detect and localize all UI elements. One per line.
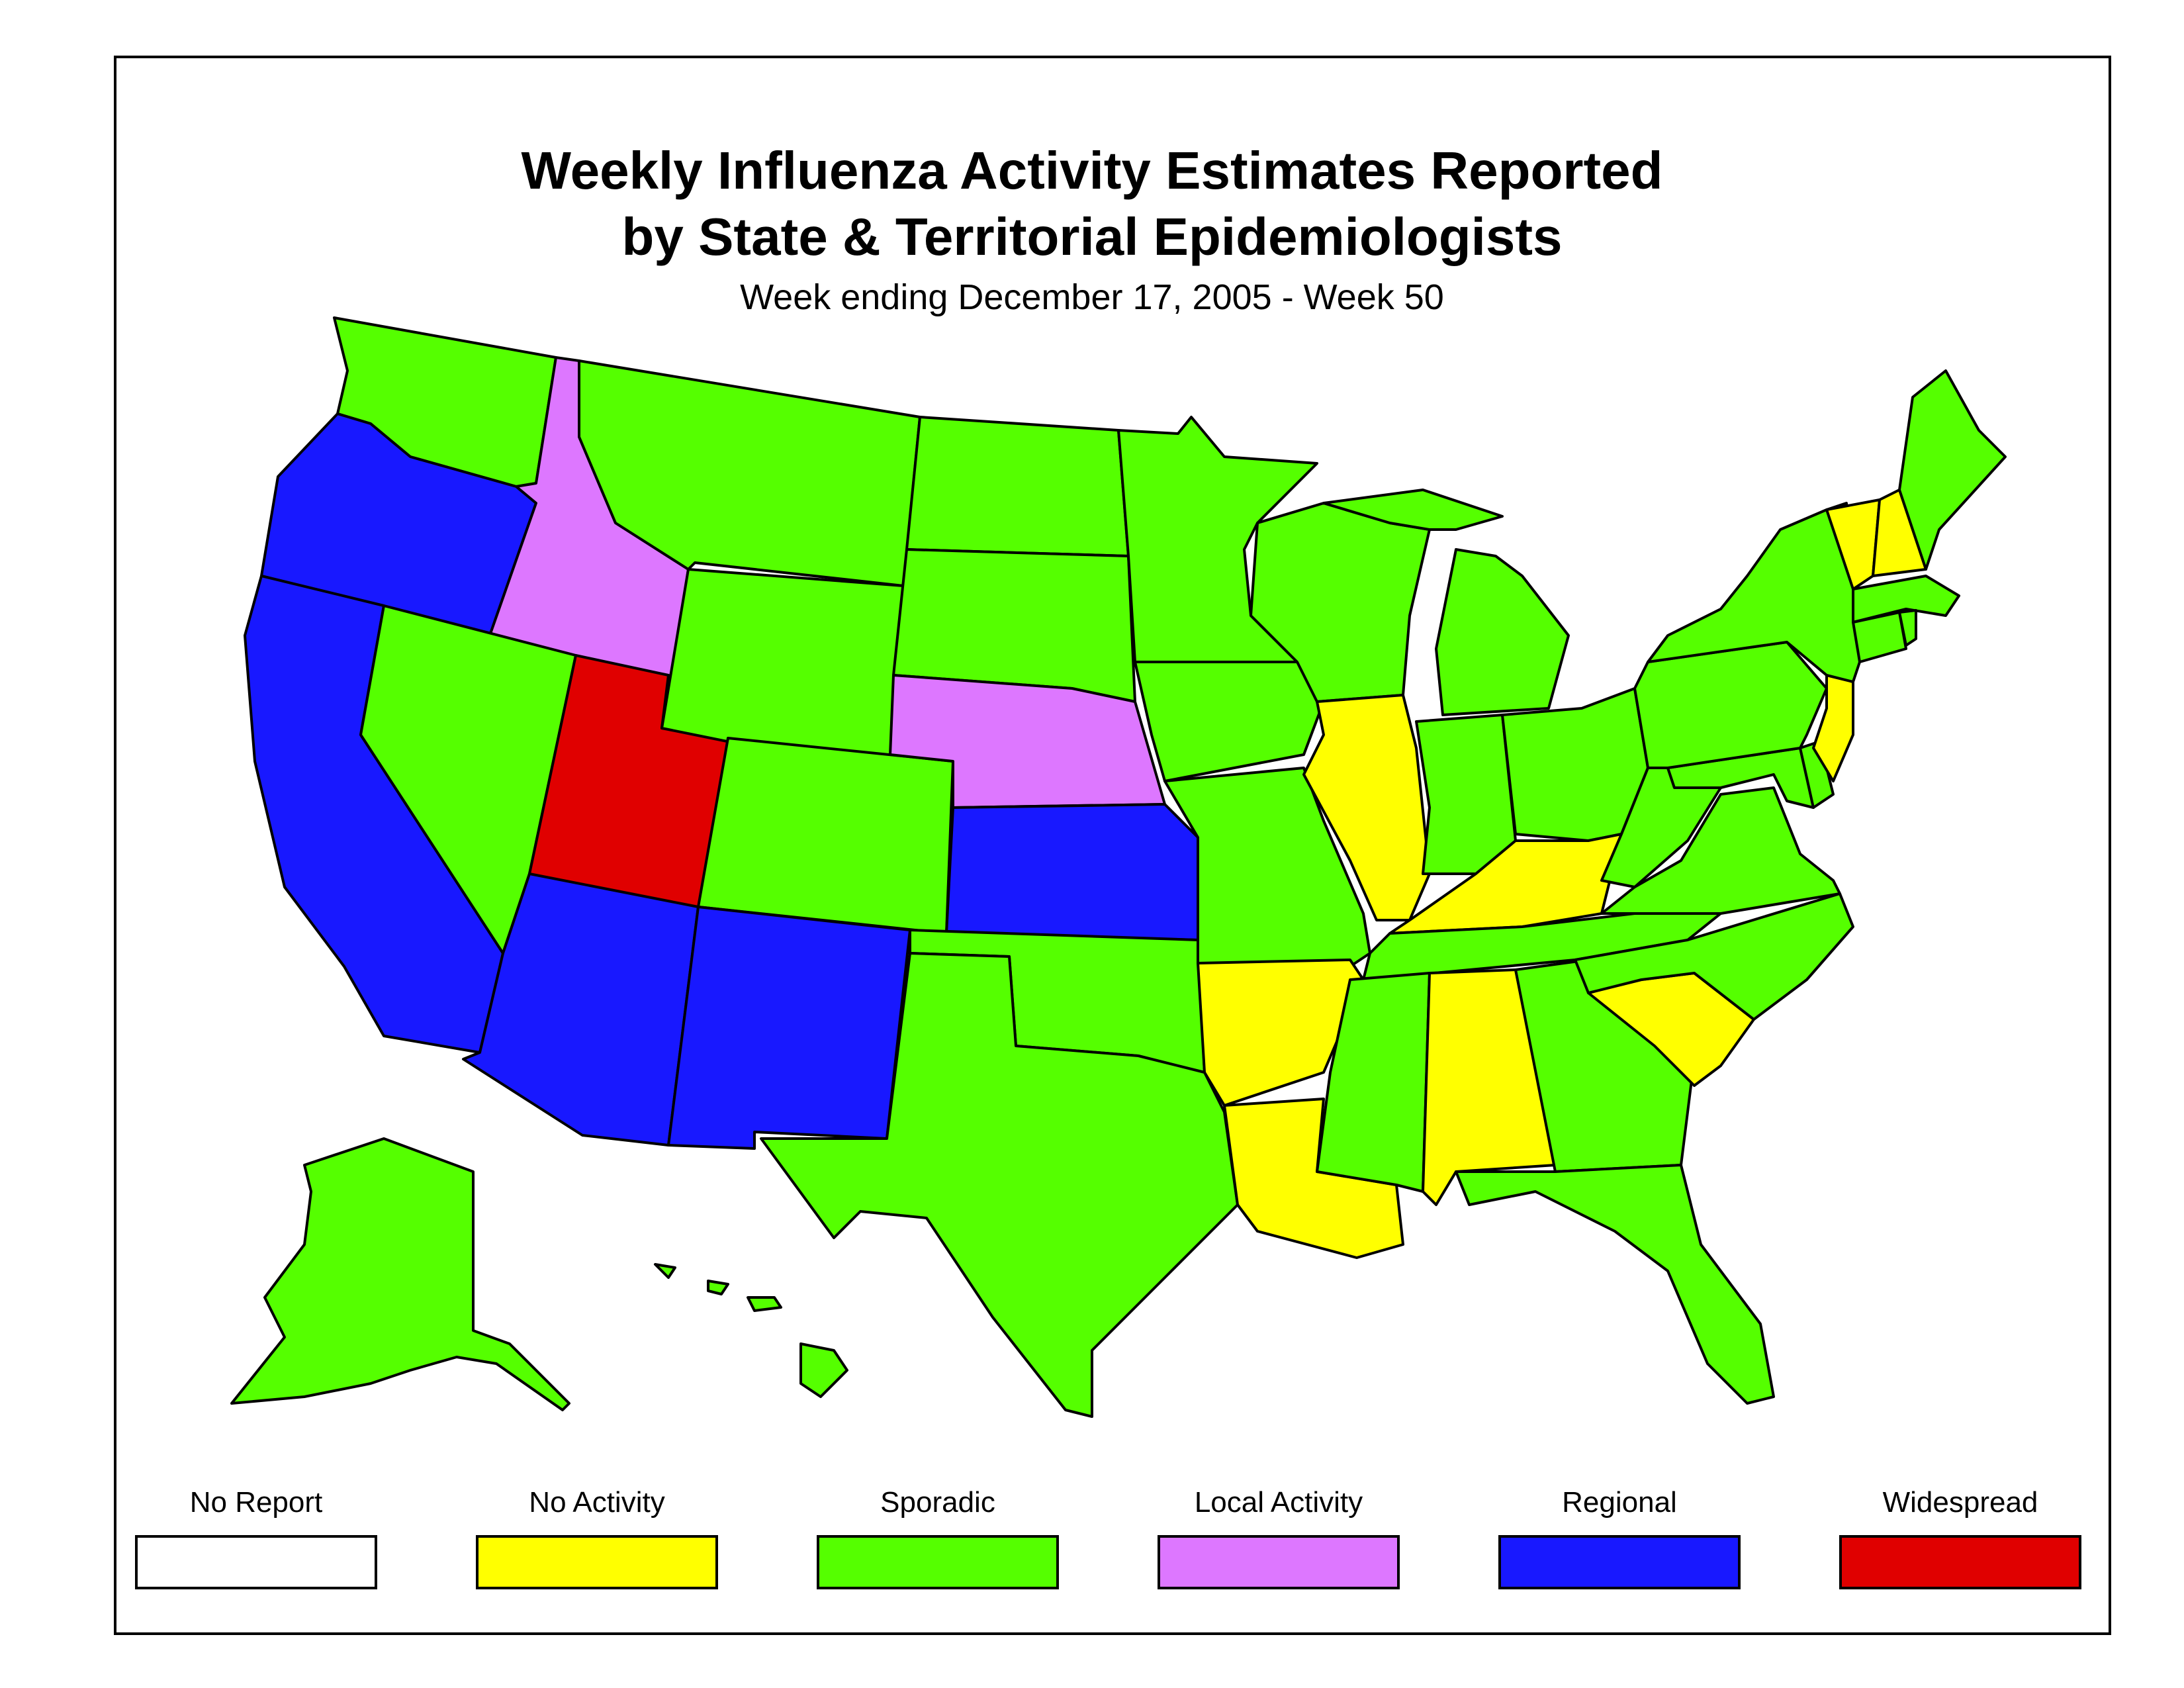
legend-label: No Report — [189, 1486, 323, 1519]
legend-swatch — [1498, 1535, 1741, 1589]
state-minnesota[interactable] — [1117, 416, 1318, 663]
legend-local-activity: Local Activity — [1156, 1486, 1401, 1589]
state-kansas[interactable] — [945, 803, 1199, 941]
state-colorado[interactable] — [697, 737, 954, 935]
state-rhode-island[interactable] — [1898, 609, 1917, 647]
map-frame — [114, 56, 2111, 1635]
state-arkansas[interactable] — [1197, 959, 1365, 1107]
legend-swatch — [1839, 1535, 2081, 1589]
map-title-line1: Weekly Influenza Activity Estimates Repo… — [521, 141, 1663, 200]
state-virginia[interactable] — [1600, 786, 1841, 915]
map-subtitle: Week ending December 17, 2005 - Week 50 — [740, 277, 1444, 317]
legend-swatch — [476, 1535, 718, 1589]
state-maine[interactable] — [1898, 369, 2007, 571]
state-florida[interactable] — [1455, 1164, 1775, 1405]
legend-label: Regional — [1562, 1486, 1677, 1519]
legend-label: Local Activity — [1194, 1486, 1363, 1519]
legend-no-report: No Report — [134, 1486, 379, 1589]
legend-swatch — [1158, 1535, 1400, 1589]
state-iowa[interactable] — [1134, 661, 1325, 782]
state-alaska[interactable] — [230, 1137, 570, 1411]
legend-sporadic: Sporadic — [815, 1486, 1060, 1589]
legend-label: Sporadic — [880, 1486, 995, 1519]
state-illinois[interactable] — [1302, 694, 1431, 921]
state-ohio[interactable] — [1501, 687, 1649, 842]
map-title-line2: by State & Territorial Epidemiologists — [621, 207, 1563, 266]
state-north-dakota[interactable] — [905, 416, 1130, 557]
state-connecticut[interactable] — [1852, 611, 1907, 663]
state-delaware[interactable] — [1799, 740, 1835, 809]
legend-label: Widespread — [1882, 1486, 2038, 1519]
legend-regional: Regional — [1497, 1486, 1742, 1589]
legend-swatch — [135, 1535, 377, 1589]
legend-label: No Activity — [529, 1486, 665, 1519]
state-louisiana[interactable] — [1223, 1098, 1404, 1259]
state-new-mexico[interactable] — [667, 906, 911, 1150]
state-michigan[interactable] — [1322, 489, 1570, 716]
legend-widespread: Widespread — [1838, 1486, 2083, 1589]
legend-swatch — [817, 1535, 1059, 1589]
state-texas[interactable] — [760, 952, 1239, 1418]
state-new-york[interactable] — [1647, 502, 1861, 683]
state-indiana[interactable] — [1415, 714, 1517, 875]
state-north-carolina[interactable] — [1574, 892, 1854, 1021]
state-hawaii[interactable] — [654, 1263, 848, 1398]
legend-no-activity: No Activity — [475, 1486, 719, 1589]
